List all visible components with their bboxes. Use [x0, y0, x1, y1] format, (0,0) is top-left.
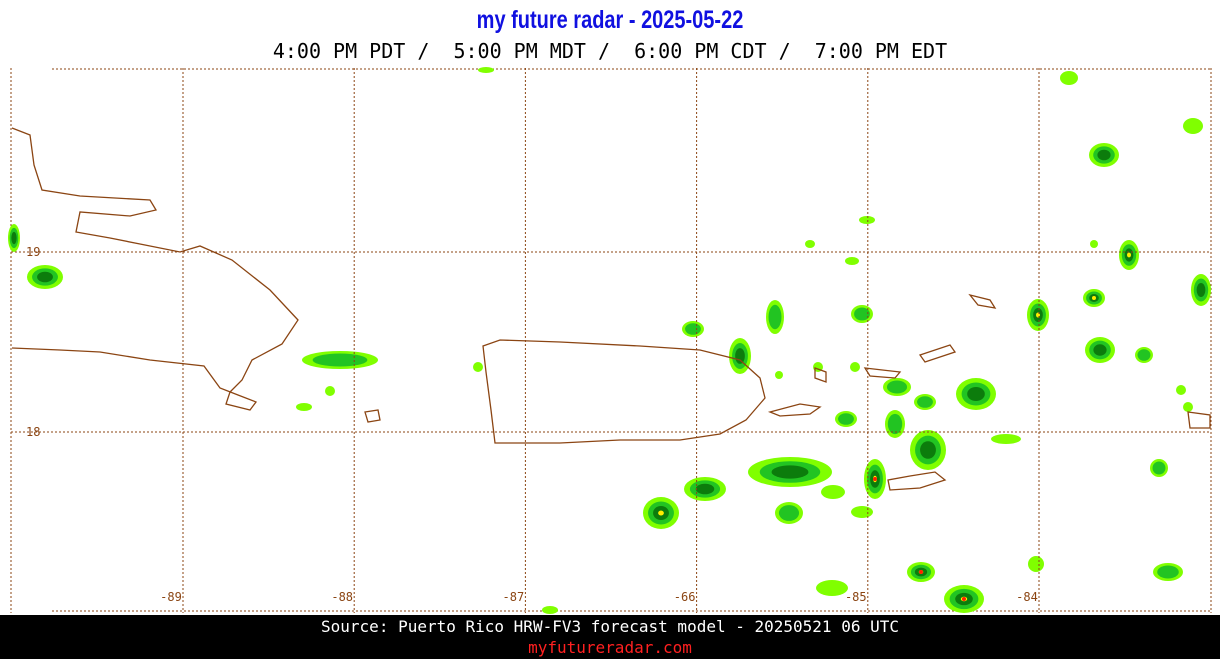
radar-echo — [768, 304, 782, 330]
radar-echo — [851, 506, 873, 518]
radar-echo — [805, 240, 815, 248]
radar-echo — [1060, 71, 1078, 85]
radar-echo — [1093, 344, 1107, 356]
radar-echo — [850, 362, 860, 372]
radar-echo — [1127, 252, 1131, 258]
radar-echo — [962, 597, 966, 601]
radar-echo — [37, 271, 53, 283]
radar-echo — [1092, 296, 1096, 300]
radar-echo — [778, 505, 800, 521]
radar-echo — [845, 257, 859, 265]
radar-echo — [854, 307, 870, 321]
radar-echo — [919, 570, 923, 574]
radar-echo — [886, 380, 908, 394]
radar-echo — [775, 371, 783, 379]
graticule: -89 -88 -87 -66 -85 -84 19 18 — [11, 68, 1211, 613]
radar-echo — [296, 403, 312, 411]
radar-echo — [1183, 402, 1193, 412]
radar-echo — [1183, 118, 1203, 134]
radar-echo — [838, 413, 854, 425]
map: -89 -88 -87 -66 -85 -84 19 18 — [8, 67, 1212, 614]
radar-echo — [695, 483, 715, 495]
time-zones: 4:00 PM PDT / 5:00 PM MDT / 6:00 PM CDT … — [273, 39, 947, 63]
radar-echo — [920, 441, 936, 459]
lon-label: -84 — [1016, 590, 1038, 604]
map-area — [11, 68, 1211, 613]
radar-echo — [658, 510, 664, 516]
radar-echo — [816, 580, 848, 596]
lon-label: -88 — [331, 590, 353, 604]
radar-echo — [1196, 282, 1206, 298]
radar-echo — [917, 396, 933, 408]
radar-echo — [771, 465, 809, 479]
coastline-islands — [364, 293, 1211, 491]
site-link[interactable]: myfutureradar.com — [528, 638, 692, 657]
title: my future radar - 2025-05-22 — [477, 6, 744, 34]
radar-echo — [887, 413, 903, 435]
radar-echo — [735, 348, 745, 364]
lon-label: -87 — [503, 590, 525, 604]
radar-echo — [821, 485, 845, 499]
radar-echo — [1137, 349, 1151, 361]
lat-label: 19 — [26, 245, 40, 259]
radar-echo — [1157, 565, 1179, 579]
radar-echo — [991, 434, 1021, 444]
radar-echo — [478, 67, 494, 73]
radar-echo — [859, 216, 875, 224]
radar-echo — [473, 362, 483, 372]
radar-echo — [1090, 240, 1098, 248]
radar-echo — [1176, 385, 1186, 395]
radar-echo — [1028, 556, 1044, 572]
lon-label: -66 — [674, 590, 696, 604]
radar-echo — [542, 606, 558, 614]
radar-echo — [1097, 149, 1111, 161]
coastline-hispaniola — [11, 127, 299, 411]
radar-echo — [312, 353, 368, 367]
radar-echo — [11, 231, 17, 245]
coastline-puerto-rico — [482, 339, 766, 444]
radar-echo — [873, 477, 877, 481]
source: Source: Puerto Rico HRW-FV3 forecast mod… — [321, 617, 899, 636]
footer-bar — [0, 615, 1220, 659]
radar-echo — [685, 323, 701, 335]
lon-label: -85 — [845, 590, 867, 604]
lat-label: 18 — [26, 425, 40, 439]
radar-echo — [325, 386, 335, 396]
radar-echo — [967, 386, 985, 402]
radar-echo — [1152, 461, 1166, 475]
lon-label: -89 — [160, 590, 182, 604]
radar-echoes — [8, 67, 1211, 614]
